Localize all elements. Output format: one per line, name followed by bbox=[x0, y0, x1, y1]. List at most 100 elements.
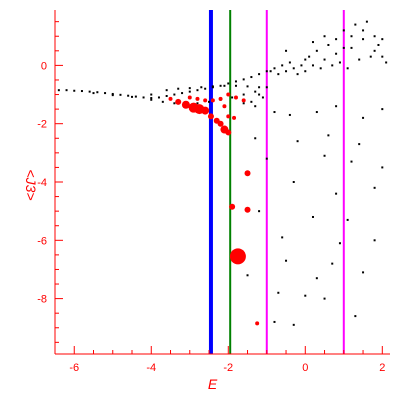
x-tick-label: 0 bbox=[302, 362, 308, 374]
black-point bbox=[323, 297, 326, 300]
black-point bbox=[242, 78, 245, 81]
black-point bbox=[373, 49, 376, 52]
black-point bbox=[342, 29, 345, 32]
black-point bbox=[292, 181, 295, 183]
black-point bbox=[346, 67, 349, 70]
black-point bbox=[273, 67, 276, 70]
black-point bbox=[211, 85, 214, 88]
black-point bbox=[335, 192, 338, 195]
black-point bbox=[258, 73, 261, 76]
red-point bbox=[168, 96, 173, 101]
black-point bbox=[196, 102, 199, 105]
black-point bbox=[362, 38, 365, 41]
red-point bbox=[241, 98, 246, 103]
black-point bbox=[157, 96, 160, 99]
black-point bbox=[254, 90, 257, 93]
black-point bbox=[134, 95, 137, 98]
black-point bbox=[373, 239, 376, 242]
black-point bbox=[327, 134, 330, 137]
black-point bbox=[335, 105, 338, 108]
black-point bbox=[311, 215, 314, 218]
red-point bbox=[187, 95, 192, 100]
black-point bbox=[273, 320, 276, 323]
red-point bbox=[244, 170, 251, 177]
black-point bbox=[150, 98, 153, 101]
black-point bbox=[269, 70, 272, 73]
black-point bbox=[319, 67, 322, 70]
y-tick-label: -6 bbox=[37, 235, 47, 247]
black-point bbox=[311, 64, 314, 67]
black-point bbox=[350, 160, 353, 163]
red-point bbox=[210, 98, 215, 103]
black-point bbox=[200, 86, 203, 89]
black-point bbox=[315, 111, 318, 114]
black-point bbox=[381, 38, 384, 41]
black-point bbox=[338, 61, 341, 64]
y-tick-label: -4 bbox=[37, 177, 47, 189]
x-tick-label: -2 bbox=[223, 362, 233, 374]
black-point bbox=[250, 76, 253, 79]
black-point bbox=[350, 35, 353, 38]
black-point bbox=[265, 86, 268, 89]
black-point bbox=[335, 38, 338, 41]
black-point bbox=[381, 166, 384, 169]
red-point bbox=[195, 96, 200, 101]
x-tick-label: -6 bbox=[69, 362, 79, 374]
black-point bbox=[362, 116, 365, 119]
black-point bbox=[362, 271, 365, 274]
black-point bbox=[150, 97, 153, 100]
black-series bbox=[57, 20, 388, 326]
axes: -6 -4 -2 0 2 0 -2 -4 -6 -8 bbox=[37, 10, 390, 374]
black-point bbox=[323, 154, 326, 157]
black-point bbox=[323, 58, 326, 61]
x-axis-title: E bbox=[208, 376, 218, 392]
black-point bbox=[369, 55, 372, 58]
black-point bbox=[308, 55, 311, 58]
black-point bbox=[385, 61, 388, 64]
black-point bbox=[304, 70, 307, 73]
black-point bbox=[261, 96, 264, 99]
black-point bbox=[127, 94, 130, 97]
black-point bbox=[111, 94, 114, 97]
x-tick-label: 2 bbox=[379, 362, 385, 374]
black-point bbox=[315, 277, 318, 280]
black-point bbox=[265, 157, 268, 160]
red-point bbox=[244, 206, 251, 213]
black-point bbox=[362, 29, 365, 32]
black-point bbox=[277, 291, 280, 294]
black-point bbox=[104, 92, 107, 95]
black-point bbox=[242, 102, 245, 105]
black-point bbox=[111, 92, 114, 95]
black-point bbox=[96, 91, 99, 94]
red-point bbox=[233, 95, 238, 100]
black-point bbox=[365, 20, 368, 23]
black-point bbox=[254, 137, 257, 140]
black-point bbox=[258, 86, 261, 89]
black-point bbox=[161, 100, 164, 103]
black-point bbox=[119, 93, 122, 96]
black-point bbox=[304, 58, 307, 61]
black-point bbox=[304, 294, 307, 297]
black-point bbox=[231, 96, 234, 99]
black-point bbox=[292, 323, 295, 326]
black-point bbox=[292, 67, 295, 70]
red-point bbox=[226, 114, 231, 119]
black-point bbox=[358, 143, 361, 146]
black-point bbox=[273, 111, 276, 114]
red-point bbox=[175, 98, 182, 105]
black-point bbox=[354, 315, 357, 318]
black-point bbox=[323, 35, 326, 38]
black-point bbox=[346, 218, 349, 221]
black-point bbox=[373, 186, 376, 189]
black-point bbox=[377, 43, 380, 46]
black-point bbox=[227, 82, 230, 85]
y-tick-label: -2 bbox=[37, 119, 47, 131]
black-point bbox=[373, 35, 376, 38]
red-point bbox=[203, 98, 208, 103]
black-point bbox=[92, 92, 95, 95]
black-point bbox=[335, 52, 338, 55]
black-point bbox=[296, 73, 299, 76]
black-point bbox=[188, 87, 191, 90]
black-point bbox=[173, 93, 176, 96]
